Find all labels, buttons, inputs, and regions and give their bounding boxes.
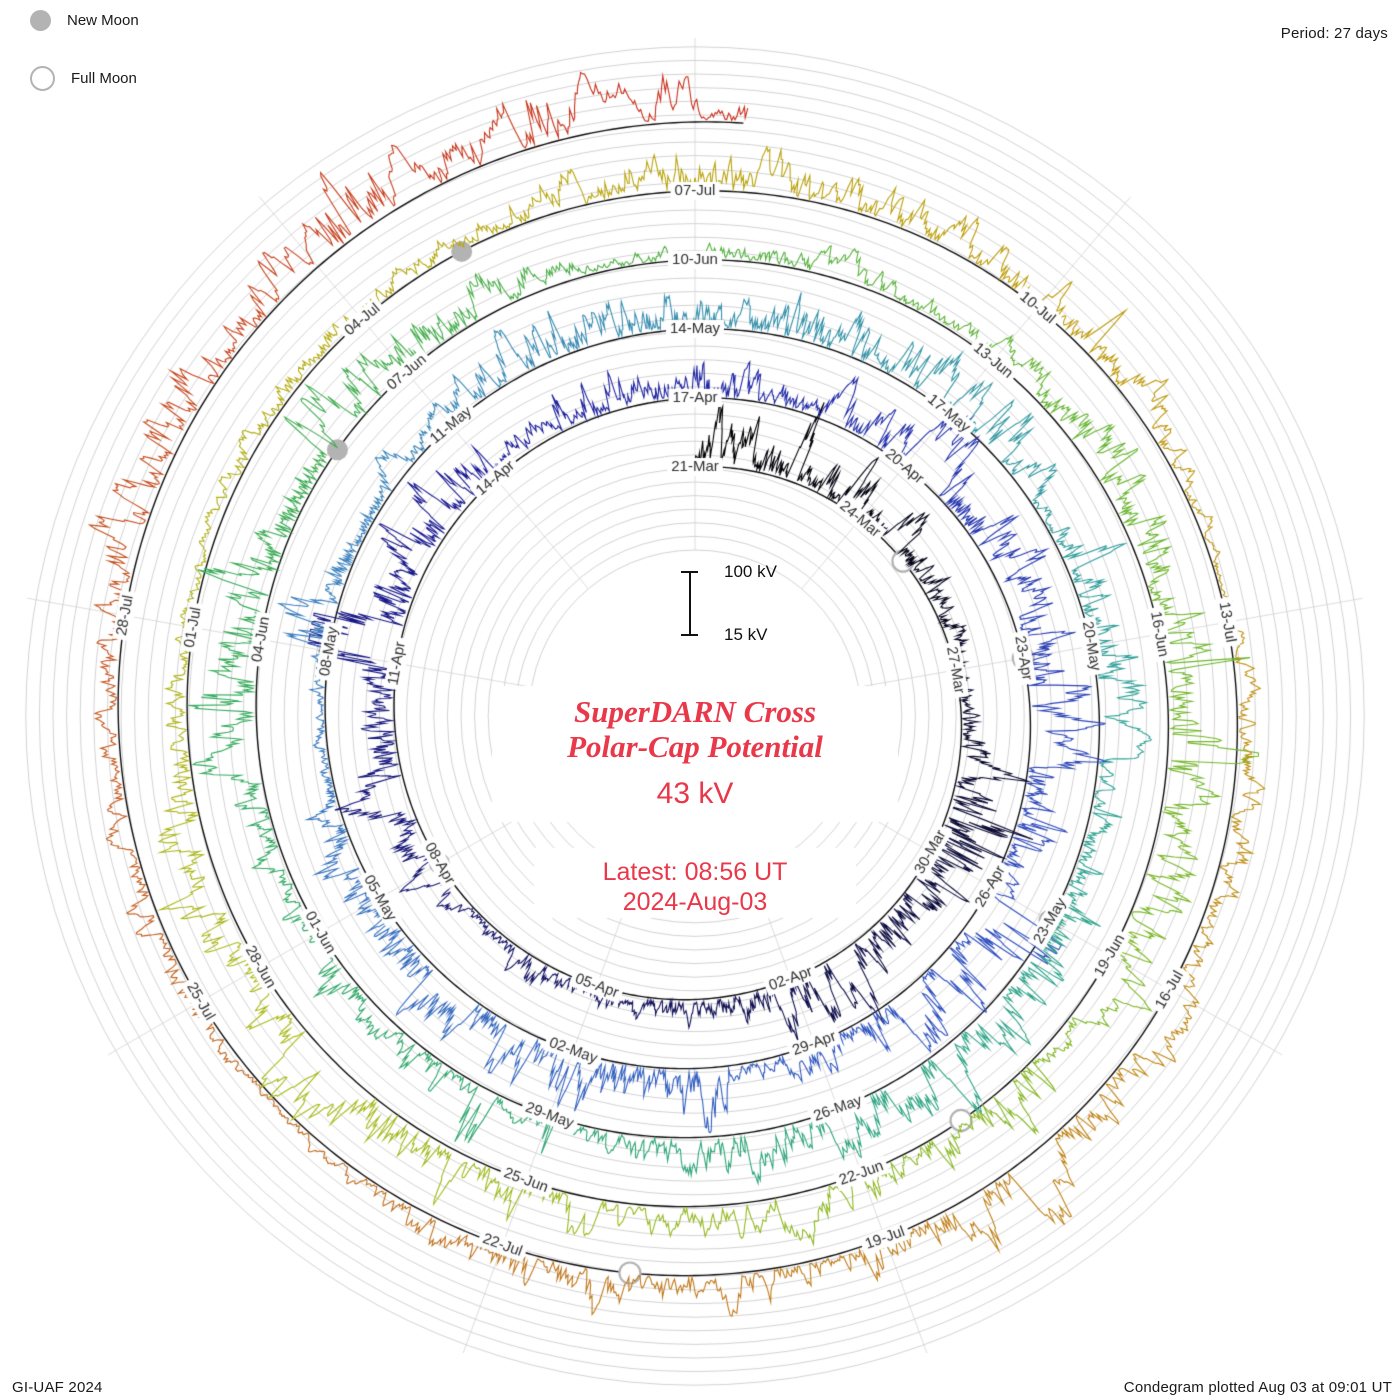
current-value: 43 kV	[656, 777, 734, 810]
latest-timestamp: Latest: 08:56 UT 2024-Aug-03	[395, 857, 995, 917]
new-moon-icon	[30, 10, 51, 31]
scale-bar-top-label: 100 kV	[724, 562, 777, 581]
plotted-timestamp-label: Condegram plotted Aug 03 at 09:01 UT	[1123, 1379, 1392, 1396]
chart-title-line2: Polar-Cap Potential	[567, 729, 823, 764]
full-moon-icon	[30, 66, 55, 91]
legend-full-moon: Full Moon	[30, 66, 137, 91]
chart-title-line1: SuperDARN Cross	[573, 694, 817, 729]
new-moon-label: New Moon	[67, 12, 139, 29]
scale-bar-bottom-label: 15 kV	[724, 625, 768, 644]
latest-time-line: Latest: 08:56 UT	[602, 858, 788, 886]
legend-new-moon: New Moon	[30, 10, 139, 31]
scale-bar-bottom-cap	[681, 634, 698, 636]
credit-label: GI-UAF 2024	[12, 1379, 103, 1396]
latest-date-line: 2024-Aug-03	[622, 888, 768, 916]
scale-bar-line	[689, 572, 691, 635]
full-moon-label: Full Moon	[71, 70, 137, 87]
period-label: Period: 27 days	[1280, 25, 1388, 42]
center-text-block: SuperDARN Cross Polar-Cap Potential 43 k…	[395, 694, 995, 917]
scale-bar-top-cap	[681, 571, 698, 573]
